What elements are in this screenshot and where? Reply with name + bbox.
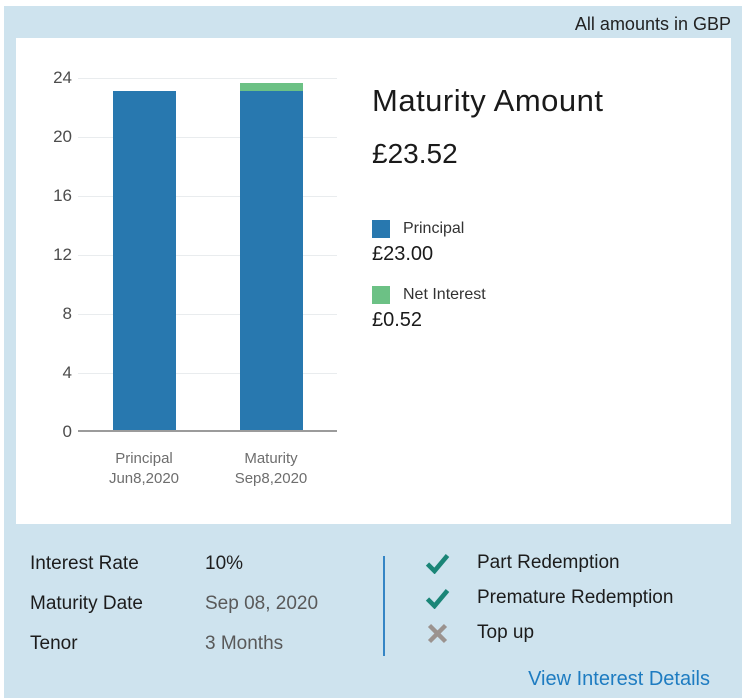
feature-label: Top up [477,622,535,643]
legend-item-net-interest: Net Interest £0.52 [372,286,486,332]
view-interest-details-link[interactable]: View Interest Details [528,668,710,690]
chart-legend: Principal £23.00 Net Interest £0.52 [372,220,486,352]
bar-segment-principal [239,91,303,430]
gridline [78,373,337,374]
check-icon [424,551,450,575]
principal-value: £23.00 [372,243,434,265]
feature-label: Premature Redemption [477,587,674,608]
bar-maturity [239,83,303,430]
net-interest-value: £0.52 [372,309,423,331]
y-axis-tick-label: 0 [62,422,72,441]
x-axis-labels: Principal Jun8,2020 Maturity Sep8,2020 [78,449,337,495]
y-axis-tick-label: 20 [53,127,72,146]
tenor-label: Tenor [30,633,78,654]
interest-rate-label: Interest Rate [30,553,139,574]
y-axis-tick-label: 8 [62,304,72,323]
interest-rate-value: 10% [205,553,244,574]
feature-premature-redemption: Premature Redemption [424,585,673,611]
y-axis-tick-label: 4 [62,363,72,382]
page-title: Maturity Amount [372,83,604,118]
legend-label: Net Interest [403,286,486,303]
feature-label: Part Redemption [477,552,620,573]
gridline [78,78,337,79]
gridline [78,314,337,315]
y-axis-tick-label: 24 [53,68,72,87]
cross-icon [424,621,450,645]
maturity-chart-card: 0 4 8 12 16 20 24 Principal Jun8,2020 Maturity Se… [16,38,731,524]
legend-item-principal: Principal £23.00 [372,220,486,266]
net-interest-swatch-icon [372,286,390,304]
legend-label: Principal [403,220,465,237]
principal-swatch-icon [372,220,390,238]
gridline [78,255,337,256]
plot-area [78,78,337,432]
check-icon [424,586,450,610]
vertical-divider [383,556,385,656]
tenor-value: 3 Months [205,633,284,654]
maturity-amount-value: £23.52 [372,138,458,169]
gridline [78,137,337,138]
bar-segment-principal [112,91,176,430]
bar-principal [112,91,176,430]
maturity-date-value: Sep 08, 2020 [205,593,319,614]
feature-part-redemption: Part Redemption [424,550,620,576]
deposit-summary-panel: All amounts in GBP 0 4 8 12 16 20 24 Principal… [4,6,742,698]
x-axis-line [78,430,337,432]
y-axis: 0 4 8 12 16 20 24 [38,68,72,441]
x-axis-label: Maturity Sep8,2020 [234,450,308,487]
maturity-bar-chart: 0 4 8 12 16 20 24 Principal Jun8,2020 Maturity Se… [38,68,348,508]
maturity-date-label: Maturity Date [30,593,143,614]
y-axis-tick-label: 16 [53,186,72,205]
gridline [78,196,337,197]
currency-note: All amounts in GBP [574,14,731,34]
feature-top-up: Top up [424,620,534,646]
bar-segment-net-interest [239,83,303,91]
x-axis-label: Principal Jun8,2020 [108,450,180,487]
y-axis-tick-label: 12 [53,245,72,264]
